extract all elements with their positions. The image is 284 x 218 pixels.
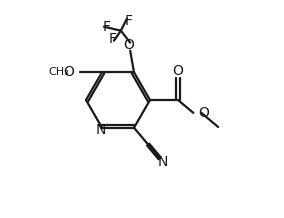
Text: O: O	[198, 106, 209, 120]
Text: F: F	[103, 20, 111, 34]
Text: O: O	[173, 64, 183, 78]
Text: F: F	[125, 14, 133, 28]
Text: CH₃: CH₃	[49, 67, 69, 77]
Text: O: O	[63, 65, 74, 79]
Text: N: N	[96, 123, 106, 137]
Text: O: O	[124, 38, 135, 52]
Text: N: N	[158, 155, 168, 169]
Text: F: F	[109, 32, 117, 46]
